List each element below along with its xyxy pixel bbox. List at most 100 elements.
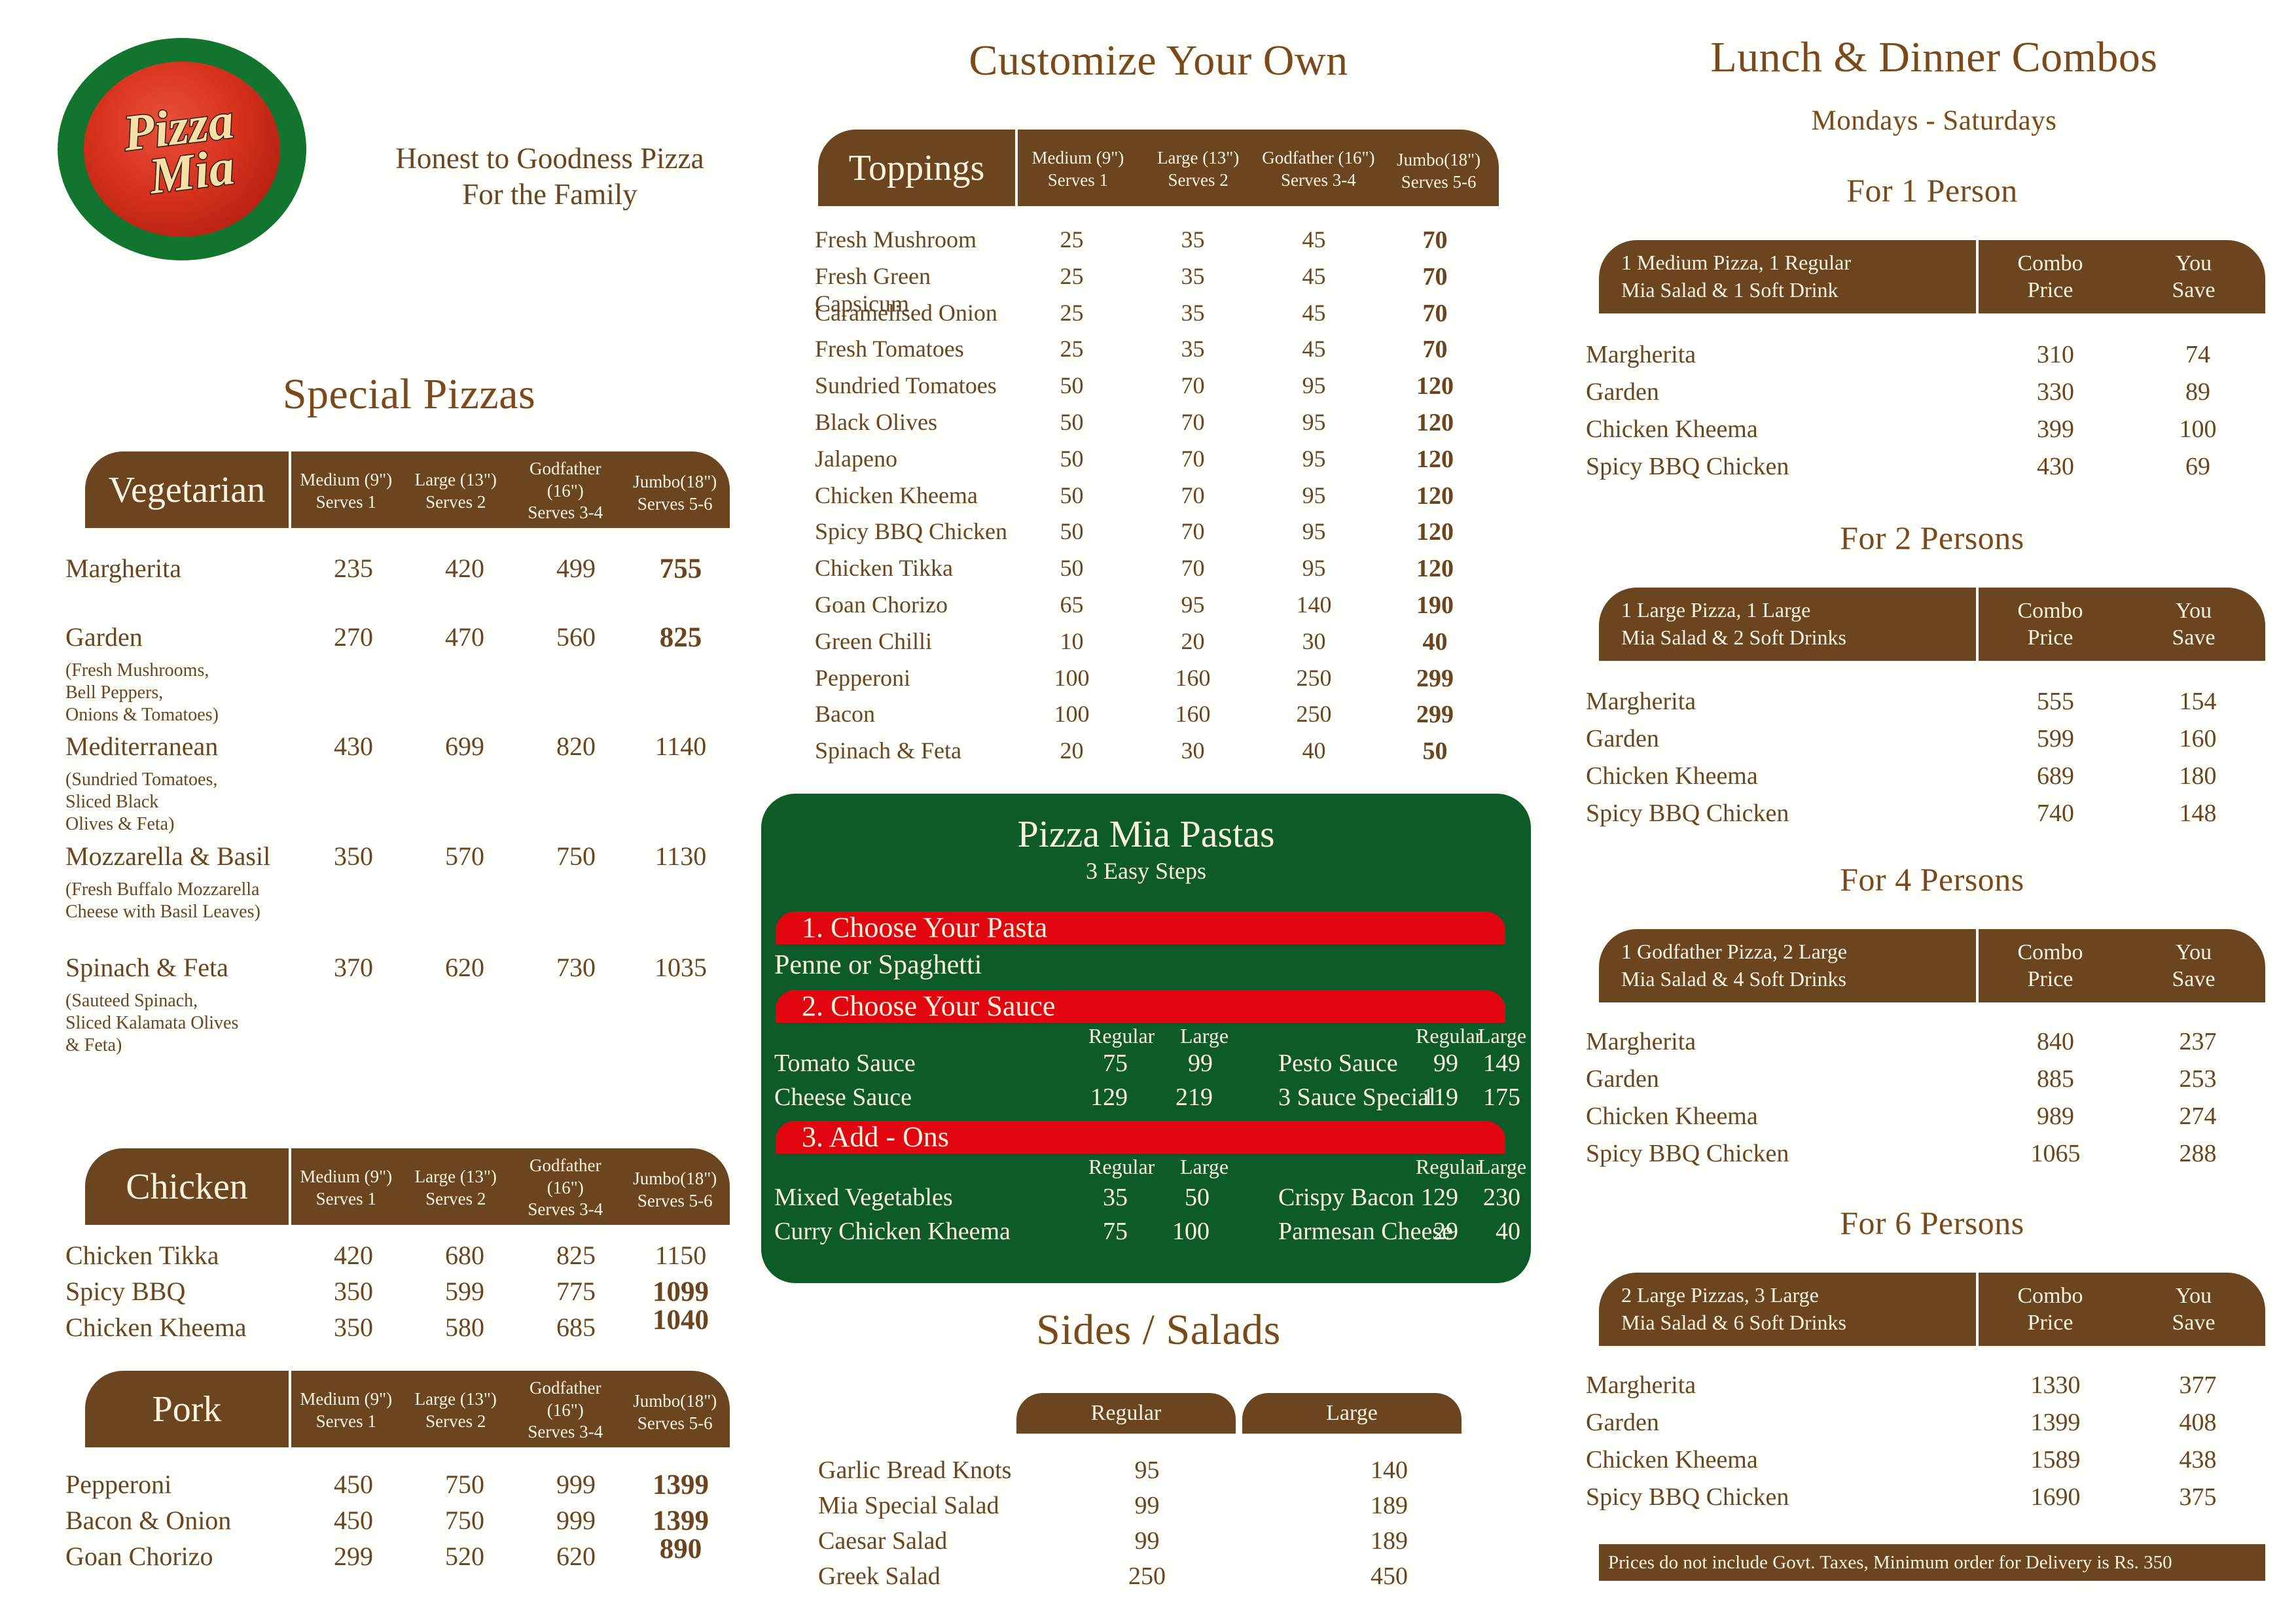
size-col-godfather: Godfather (16") Serves 3-4 <box>528 1155 603 1220</box>
pastas-sauce-col-regular-left: Regular <box>1088 1024 1155 1048</box>
side-price-regular: 95 <box>1134 1456 1160 1484</box>
size-col-medium: Medium (9") Serves 1 <box>300 1388 393 1431</box>
price-value: 149 <box>1483 1050 1520 1077</box>
table-row: Spicy BBQ Chicken 1065 288 <box>1586 1139 2265 1168</box>
topping-price: 45 <box>1302 226 1326 253</box>
topping-price: 70 <box>1181 518 1205 545</box>
table-row: Spicy BBQ Chicken 1690 375 <box>1586 1483 2265 1511</box>
table-row: Mia Special Salad 99 189 <box>818 1491 1499 1520</box>
table-row: Spinach & Feta 20 30 40 50 <box>815 737 1499 766</box>
table-row: Goan Chorizo 299 520 620 890 <box>65 1534 702 1571</box>
side-name: Mia Special Salad <box>818 1492 999 1519</box>
topping-price: 25 <box>1060 299 1084 326</box>
item-description: (Sundried Tomatoes, Sliced Black Olives … <box>65 769 218 835</box>
topping-price: 35 <box>1181 336 1205 362</box>
topping-price: 50 <box>1060 518 1084 545</box>
topping-name: Pepperoni <box>815 664 910 691</box>
table-row: Goan Chorizo 65 95 140 190 <box>815 591 1499 620</box>
combo-item-name: Spicy BBQ Chicken <box>1586 1483 1789 1511</box>
price-value: 230 <box>1483 1184 1520 1211</box>
pastas-step-1-bar: 1. Choose Your Pasta <box>776 911 1505 944</box>
side-name: Garlic Bread Knots <box>818 1456 1012 1484</box>
table-row: Chicken Kheema 350 580 685 1040 <box>65 1305 709 1342</box>
topping-price: 70 <box>1181 409 1205 435</box>
list-item: Pesto Sauce <box>1278 1050 1398 1077</box>
list-item: 3 Sauce Special <box>1278 1084 1436 1111</box>
combo-item-price: 1399 <box>2030 1409 2081 1436</box>
list-item: Curry Chicken Kheema <box>774 1218 1011 1245</box>
table-row: Spicy BBQ Chicken 740 148 <box>1586 799 2265 828</box>
table-header-label-toppings: Toppings <box>818 130 1018 206</box>
table-header-label-chicken: Chicken <box>85 1148 291 1225</box>
price-value: 75 <box>1103 1218 1128 1245</box>
topping-price: 95 <box>1302 555 1326 582</box>
table-row: Fresh Green Capsicum 25 35 45 70 <box>815 262 1499 317</box>
table-row: Black Olives 50 70 95 120 <box>815 408 1499 437</box>
combo-item-name: Spicy BBQ Chicken <box>1586 800 1789 827</box>
topping-price: 95 <box>1302 445 1326 472</box>
combo-table-header: 2 Large Pizzas, 3 Large Mia Salad & 6 Sof… <box>1599 1273 2265 1346</box>
topping-price: 250 <box>1296 701 1332 728</box>
side-price-regular: 250 <box>1128 1562 1166 1590</box>
section-title-customize: Customize Your Own <box>969 37 1348 84</box>
combo-description: 1 Large Pizza, 1 Large Mia Salad & 2 Soft… <box>1599 588 1979 661</box>
topping-price: 120 <box>1416 445 1454 473</box>
combo-description: 1 Godfather Pizza, 2 Large Mia Salad & 4 … <box>1599 929 1979 1002</box>
topping-name: Fresh Tomatoes <box>815 336 964 362</box>
combo-item-price: 1589 <box>2030 1446 2081 1474</box>
combo-item-save: 160 <box>2179 725 2217 752</box>
topping-price: 70 <box>1422 336 1448 364</box>
pastas-subtitle: 3 Easy Steps <box>1086 858 1206 884</box>
topping-price: 190 <box>1416 591 1454 619</box>
topping-price: 70 <box>1422 299 1448 327</box>
topping-price: 35 <box>1181 299 1205 326</box>
topping-name: Spicy BBQ Chicken <box>815 518 1007 545</box>
side-name: Greek Salad <box>818 1562 941 1590</box>
topping-price: 70 <box>1181 555 1205 582</box>
sides-col-header-large: Large <box>1242 1393 1462 1434</box>
topping-price: 25 <box>1060 226 1084 253</box>
combo-description: 1 Medium Pizza, 1 Regular Mia Salad & 1 S… <box>1599 240 1979 313</box>
pastas-step-3-bar: 3. Add - Ons <box>776 1121 1505 1154</box>
size-col-jumbo: Jumbo(18") Serves 5-6 <box>633 1390 717 1433</box>
combo-item-save: 253 <box>2179 1065 2217 1093</box>
combo-col-header-save: You Save <box>2172 251 2215 302</box>
table-row: Caesar Salad 99 189 <box>818 1527 1499 1555</box>
topping-price: 50 <box>1060 372 1084 399</box>
pastas-card: Pizza Mia Pastas 3 Easy Steps 1. Choose … <box>761 794 1531 1283</box>
topping-price: 65 <box>1060 591 1084 618</box>
sides-col-header-regular: Regular <box>1016 1393 1236 1434</box>
topping-price: 140 <box>1296 591 1332 618</box>
combo-item-save: 438 <box>2179 1446 2217 1474</box>
size-col-large: Large (13") Serves 2 <box>414 1166 497 1209</box>
combo-item-price: 840 <box>2037 1028 2074 1055</box>
price-value: 129 <box>1090 1084 1128 1111</box>
size-col-jumbo: Jumbo(18") Serves 5-6 <box>1397 149 1481 192</box>
price-value: 40 <box>1496 1218 1520 1245</box>
brand-logo: Pizza Mia <box>58 38 306 260</box>
topping-price: 40 <box>1302 737 1326 764</box>
item-description: (Sauteed Spinach, Sliced Kalamata Olives… <box>65 991 239 1056</box>
topping-name: Sundried Tomatoes <box>815 372 997 399</box>
combo-item-price: 555 <box>2037 688 2074 715</box>
combo-item-save: 89 <box>2185 378 2210 406</box>
combo-item-price: 740 <box>2037 800 2074 827</box>
topping-price: 70 <box>1181 445 1205 472</box>
topping-price: 299 <box>1416 701 1454 729</box>
table-row: Garden 599 160 <box>1586 724 2265 753</box>
size-col-jumbo: Jumbo(18") Serves 5-6 <box>633 1168 717 1210</box>
size-col-medium: Medium (9") Serves 1 <box>300 1166 393 1209</box>
table-row: Chicken Kheema 1589 438 <box>1586 1445 2265 1474</box>
table-row: Pepperoni 100 160 250 299 <box>815 664 1499 693</box>
side-price-large: 189 <box>1371 1492 1408 1519</box>
topping-price: 120 <box>1416 372 1454 400</box>
combo-item-price: 399 <box>2037 415 2074 443</box>
combo-group-heading: For 1 Person <box>1846 172 2018 209</box>
table-row: Garden 885 253 <box>1586 1065 2265 1093</box>
combo-description-line-2: Mia Salad & 2 Soft Drinks <box>1621 626 1846 649</box>
table-row: Fresh Mushroom 25 35 45 70 <box>815 226 1499 255</box>
topping-price: 25 <box>1060 262 1084 289</box>
topping-name: Chicken Tikka <box>815 555 954 582</box>
combo-item-price: 989 <box>2037 1103 2074 1130</box>
table-row: Margherita 555 154 <box>1586 687 2265 716</box>
